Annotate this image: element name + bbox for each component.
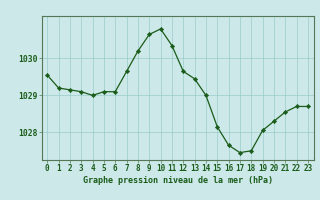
X-axis label: Graphe pression niveau de la mer (hPa): Graphe pression niveau de la mer (hPa)	[83, 176, 273, 185]
